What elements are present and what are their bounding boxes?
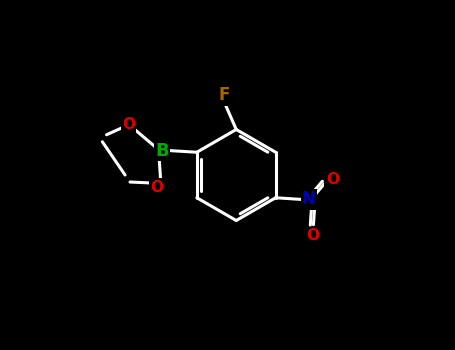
Text: O: O: [326, 172, 339, 187]
Text: F: F: [218, 86, 230, 104]
Text: O: O: [306, 228, 319, 243]
Text: B: B: [155, 141, 169, 160]
Text: N: N: [302, 190, 316, 209]
Text: O: O: [150, 180, 163, 195]
Text: O: O: [122, 117, 135, 132]
